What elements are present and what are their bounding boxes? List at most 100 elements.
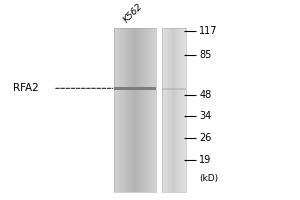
Bar bbox=[165, 28, 166, 192]
Bar bbox=[185, 28, 186, 192]
Bar bbox=[150, 28, 151, 192]
Bar bbox=[137, 28, 138, 192]
Bar bbox=[126, 28, 127, 192]
Bar bbox=[164, 28, 165, 192]
Bar bbox=[179, 28, 180, 192]
Bar bbox=[180, 28, 181, 192]
Bar bbox=[127, 28, 128, 192]
Bar bbox=[176, 28, 177, 192]
Bar bbox=[155, 28, 156, 192]
Bar bbox=[120, 28, 122, 192]
Bar bbox=[122, 28, 123, 192]
Bar bbox=[174, 28, 175, 192]
Text: 26: 26 bbox=[199, 133, 212, 143]
Text: K562: K562 bbox=[122, 1, 145, 24]
Bar bbox=[116, 28, 117, 192]
Text: 117: 117 bbox=[199, 26, 218, 36]
Bar bbox=[154, 28, 156, 192]
Text: 85: 85 bbox=[199, 50, 212, 60]
Bar bbox=[173, 28, 174, 192]
Bar bbox=[121, 28, 122, 192]
Bar bbox=[130, 28, 131, 192]
Bar bbox=[179, 28, 180, 192]
Bar bbox=[125, 28, 126, 192]
Bar bbox=[172, 28, 173, 192]
Bar bbox=[136, 28, 137, 192]
Bar bbox=[132, 28, 133, 192]
Bar bbox=[123, 28, 124, 192]
Bar bbox=[117, 28, 118, 192]
Bar bbox=[182, 28, 183, 192]
Bar bbox=[145, 28, 146, 192]
Bar bbox=[162, 28, 163, 192]
Text: 48: 48 bbox=[199, 90, 212, 100]
Bar bbox=[120, 28, 121, 192]
Bar bbox=[181, 28, 182, 192]
Bar bbox=[183, 28, 184, 192]
Bar bbox=[138, 28, 139, 192]
Bar bbox=[167, 28, 168, 192]
Bar bbox=[131, 28, 132, 192]
Bar bbox=[184, 28, 185, 192]
Bar bbox=[173, 28, 174, 192]
Bar bbox=[143, 28, 144, 192]
Bar bbox=[151, 28, 152, 192]
Bar bbox=[119, 28, 120, 192]
Bar bbox=[139, 28, 140, 192]
Bar bbox=[134, 28, 135, 192]
Bar bbox=[141, 28, 142, 192]
Bar bbox=[168, 28, 169, 192]
Bar bbox=[132, 28, 133, 192]
Bar bbox=[164, 28, 165, 192]
Bar bbox=[124, 28, 126, 192]
Bar bbox=[140, 28, 141, 192]
Bar bbox=[170, 28, 171, 192]
Bar bbox=[162, 28, 163, 192]
Bar bbox=[149, 28, 150, 192]
Bar bbox=[175, 28, 176, 192]
Bar bbox=[143, 28, 144, 192]
Bar bbox=[114, 87, 156, 90]
Bar bbox=[181, 28, 182, 192]
Bar bbox=[162, 28, 186, 192]
Bar bbox=[169, 28, 170, 192]
Bar bbox=[116, 28, 117, 192]
Bar bbox=[152, 28, 154, 192]
Bar bbox=[135, 28, 136, 192]
Bar bbox=[141, 28, 142, 192]
Bar bbox=[183, 28, 184, 192]
Bar bbox=[163, 28, 164, 192]
Bar bbox=[124, 28, 125, 192]
Bar bbox=[114, 28, 115, 192]
Bar bbox=[148, 28, 149, 192]
Bar bbox=[129, 28, 130, 192]
Bar bbox=[178, 28, 179, 192]
Bar bbox=[114, 28, 156, 192]
Bar bbox=[162, 88, 186, 90]
Bar bbox=[154, 28, 155, 192]
Bar bbox=[177, 28, 178, 192]
Bar bbox=[169, 28, 170, 192]
Bar bbox=[174, 28, 175, 192]
Bar bbox=[146, 28, 147, 192]
Bar bbox=[139, 28, 140, 192]
Bar bbox=[128, 28, 129, 192]
Bar bbox=[142, 28, 143, 192]
Text: 34: 34 bbox=[199, 111, 212, 121]
Bar bbox=[118, 28, 119, 192]
Text: (kD): (kD) bbox=[199, 174, 218, 183]
Bar bbox=[153, 28, 154, 192]
Text: 19: 19 bbox=[199, 155, 212, 165]
Bar bbox=[150, 28, 152, 192]
Bar bbox=[115, 28, 116, 192]
Bar bbox=[184, 28, 185, 192]
Bar bbox=[133, 28, 134, 192]
Bar bbox=[180, 28, 181, 192]
Bar bbox=[134, 28, 135, 192]
Bar bbox=[166, 28, 167, 192]
Bar bbox=[175, 28, 176, 192]
Bar bbox=[147, 28, 148, 192]
Bar bbox=[171, 28, 172, 192]
Bar bbox=[170, 28, 171, 192]
Bar bbox=[163, 28, 164, 192]
